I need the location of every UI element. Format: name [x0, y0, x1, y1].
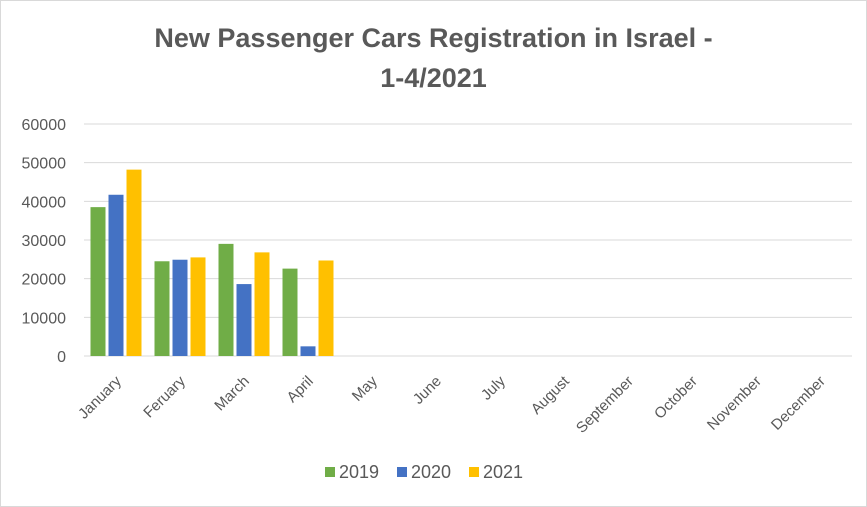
x-tick-label: April	[284, 373, 317, 406]
y-tick-label: 50000	[22, 156, 67, 173]
chart-title-line-1: New Passenger Cars Registration in Israe…	[154, 23, 713, 53]
bar	[190, 257, 206, 356]
x-tick-label: June	[410, 373, 445, 408]
bar	[172, 259, 188, 356]
y-tick-label: 10000	[22, 310, 67, 327]
bar	[90, 207, 106, 356]
bar	[254, 252, 270, 356]
legend-label: 2021	[483, 462, 523, 482]
chart-title: New Passenger Cars Registration in Israe…	[0, 18, 867, 98]
x-tick-label: March	[211, 373, 252, 414]
legend-label: 2020	[411, 462, 451, 482]
x-tick-label: September	[573, 373, 637, 437]
legend-swatch	[325, 467, 335, 477]
bar	[126, 169, 142, 356]
y-tick-label: 60000	[22, 117, 67, 134]
bar	[282, 268, 298, 356]
bar	[236, 284, 252, 356]
y-tick-label: 40000	[22, 194, 67, 211]
x-tick-label: January	[75, 372, 125, 422]
x-tick-label: May	[349, 372, 381, 404]
legend-label: 2019	[339, 462, 379, 482]
legend-swatch	[397, 467, 407, 477]
x-tick-label: July	[478, 372, 509, 403]
x-tick-label: December	[768, 373, 829, 434]
x-tick-label: November	[704, 373, 765, 434]
bar	[108, 194, 124, 356]
x-tick-label: Feruary	[140, 372, 189, 421]
x-tick-label: October	[651, 373, 701, 423]
bar	[154, 261, 170, 356]
legend-swatch	[469, 467, 479, 477]
bar	[300, 346, 316, 356]
y-tick-label: 0	[57, 349, 66, 366]
y-tick-label: 20000	[22, 272, 67, 289]
bar	[218, 243, 234, 356]
chart-title-line-2: 1-4/2021	[380, 63, 487, 93]
y-tick-label: 30000	[22, 233, 67, 250]
x-tick-label: August	[528, 372, 574, 418]
bar	[318, 260, 334, 356]
